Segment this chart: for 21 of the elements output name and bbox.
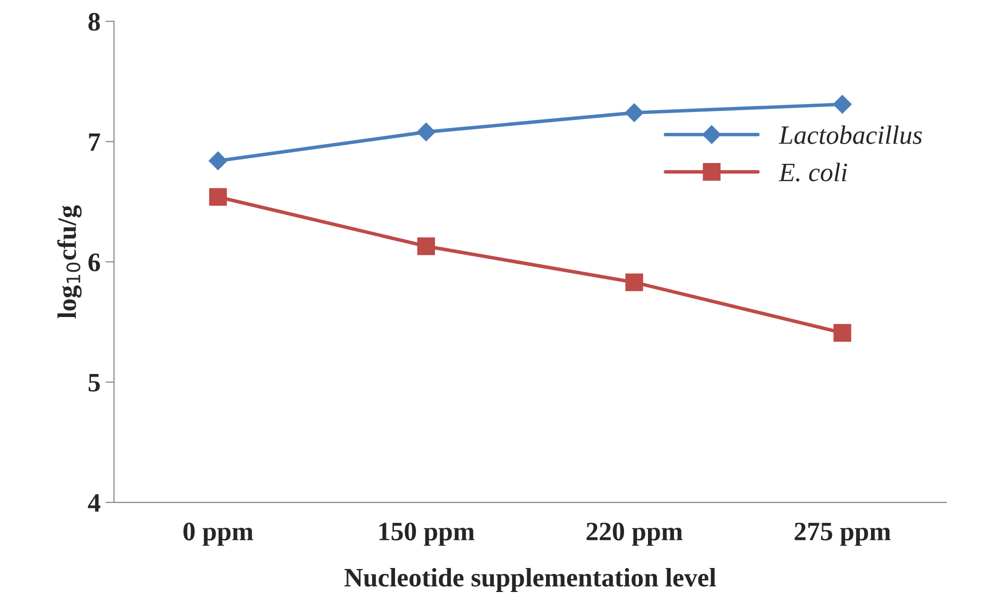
- point: [209, 188, 227, 206]
- y-axis-title: log$_{10}$cfu/g: [57, 205, 82, 318]
- y-tick-label: 8: [88, 12, 100, 31]
- point: [416, 122, 436, 142]
- y-tick-label: 5: [88, 374, 100, 392]
- x-tick-label: 275 ppm: [794, 522, 891, 546]
- x-tick-label: 220 ppm: [586, 522, 683, 546]
- point: [832, 94, 852, 114]
- y-tick-label: 4: [88, 494, 100, 512]
- y-tick-label: 7: [89, 133, 100, 151]
- point: [417, 237, 435, 256]
- legend-label: E. coli: [778, 162, 848, 182]
- legend-label: Lactobacillus: [778, 125, 922, 144]
- point: [624, 103, 644, 122]
- point: [625, 273, 644, 292]
- x-tick-label: 150 ppm: [379, 522, 474, 546]
- point: [208, 151, 228, 170]
- x-axis-title: Nucleotide supplementation level: [344, 568, 716, 592]
- point: [833, 324, 852, 342]
- x-tick-label: 0 ppm: [183, 522, 254, 546]
- y-tick-label: 6: [88, 254, 100, 272]
